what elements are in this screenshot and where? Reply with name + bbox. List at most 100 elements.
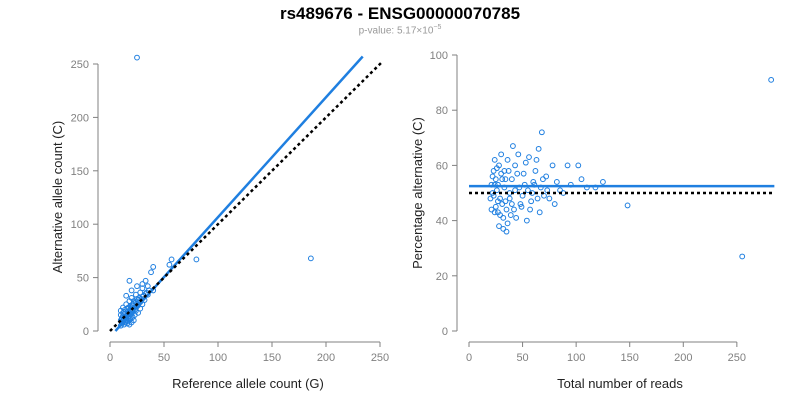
right-data-point	[511, 206, 517, 213]
right-data-point	[523, 217, 530, 224]
left-y-axis-label: Alternative allele count (C)	[50, 121, 65, 273]
left-y-tick-label: 100	[71, 219, 89, 231]
left-fit-line	[114, 55, 364, 332]
left-x-tick-label: 100	[209, 352, 227, 364]
right-data-point	[505, 168, 512, 174]
right-data-point	[503, 228, 510, 235]
right-data-point	[498, 170, 505, 177]
left-data-point	[126, 277, 133, 284]
left-x-tick-label: 50	[158, 352, 170, 364]
scatter-chart-percentage: 0 50 100 150 200 250 0 20 40 60 80 100 Total number…	[410, 50, 775, 391]
right-data-point	[518, 203, 525, 210]
right-data-point	[739, 253, 746, 260]
right-y-tick-label: 0	[442, 326, 448, 338]
right-data-point	[520, 170, 527, 177]
left-x-tick-label: 0	[107, 352, 113, 364]
left-data-point	[118, 316, 125, 323]
right-y-tick-label: 100	[430, 50, 448, 62]
left-y-tick-label: 200	[71, 112, 89, 124]
right-data-point	[495, 198, 501, 205]
right-data-point	[499, 201, 506, 207]
right-data-point	[498, 151, 505, 158]
right-data-point	[525, 187, 531, 194]
right-x-tick-label: 150	[621, 352, 639, 364]
right-x-axis-label: Total number of reads	[557, 376, 683, 391]
left-x-tick-label: 250	[371, 352, 389, 364]
right-data-point	[492, 203, 499, 210]
left-data-point	[166, 261, 173, 268]
left-data-point	[134, 54, 140, 61]
right-data-point	[506, 195, 513, 202]
right-data-point	[495, 209, 501, 216]
right-data-point	[508, 176, 515, 183]
right-data-point	[500, 225, 507, 232]
right-data-point	[534, 195, 541, 202]
left-data-point	[168, 256, 175, 263]
right-data-point	[533, 156, 540, 163]
p-value-text: p-value: 5.17×10	[358, 25, 434, 37]
right-data-point	[507, 212, 514, 218]
right-data-point	[530, 179, 537, 185]
right-data-point	[515, 151, 522, 158]
right-x-tick-label: 100	[567, 352, 585, 364]
left-y-tick-label: 0	[83, 326, 89, 338]
right-data-point	[512, 187, 518, 194]
right-data-point	[504, 220, 511, 227]
right-data-point	[491, 156, 498, 163]
right-y-tick-label: 60	[436, 160, 448, 172]
right-data-point	[528, 198, 535, 205]
left-x-tick-label: 150	[263, 352, 281, 364]
right-data-point	[503, 206, 510, 213]
left-data-point	[139, 281, 146, 287]
right-y-tick-label: 40	[436, 216, 448, 228]
left-data-point	[128, 287, 135, 294]
right-data-point	[522, 159, 529, 166]
right-data-point	[532, 168, 539, 174]
right-data-point	[624, 202, 631, 209]
right-data-point	[519, 192, 526, 199]
left-reference-line	[109, 60, 384, 332]
right-data-point	[526, 154, 532, 161]
right-x-tick-label: 250	[728, 352, 746, 364]
right-data-point	[512, 162, 518, 169]
right-data-point	[514, 170, 521, 177]
right-data-point	[490, 168, 497, 174]
right-axes: 0 50 100 150 200 250 0 20 40 60 80 100	[430, 50, 746, 364]
right-x-tick-label: 50	[516, 352, 528, 364]
right-data-point	[527, 206, 533, 213]
left-data-point	[123, 292, 130, 299]
right-data-point	[499, 176, 506, 183]
left-data-point	[126, 321, 133, 328]
right-data-point	[517, 201, 524, 207]
right-data-point	[491, 209, 498, 216]
left-y-tick-label: 50	[77, 273, 89, 285]
right-data-point	[578, 176, 585, 183]
left-y-tick-label: 250	[71, 59, 89, 71]
right-y-axis-label: Percentage alternative (C)	[410, 117, 425, 269]
right-data-point	[493, 187, 500, 194]
right-data-point	[549, 162, 556, 169]
right-x-tick-label: 0	[466, 352, 472, 364]
right-data-point	[600, 179, 606, 185]
left-data-point	[134, 283, 140, 290]
p-value-subtitle: p-value: 5.17×10−5	[0, 24, 800, 36]
right-data-point	[492, 176, 499, 183]
right-data-point	[496, 162, 502, 169]
right-data-point	[508, 201, 515, 207]
left-data-point	[148, 269, 154, 276]
right-data-point	[489, 173, 496, 180]
right-data-point	[553, 179, 560, 185]
right-data-point	[543, 173, 550, 180]
left-data-point	[129, 301, 136, 308]
left-marks	[109, 54, 384, 332]
right-data-point	[546, 195, 553, 202]
left-x-tick-label: 200	[317, 352, 335, 364]
left-data-point	[150, 264, 157, 270]
left-axes: 0 50 100 150 200 250 0 50 100 150 200 250	[71, 59, 390, 364]
right-data-point	[510, 143, 516, 149]
right-data-point	[502, 176, 509, 183]
left-data-point	[142, 277, 149, 284]
right-data-point	[513, 214, 520, 221]
right-data-point	[488, 206, 495, 213]
right-data-point	[500, 214, 507, 221]
